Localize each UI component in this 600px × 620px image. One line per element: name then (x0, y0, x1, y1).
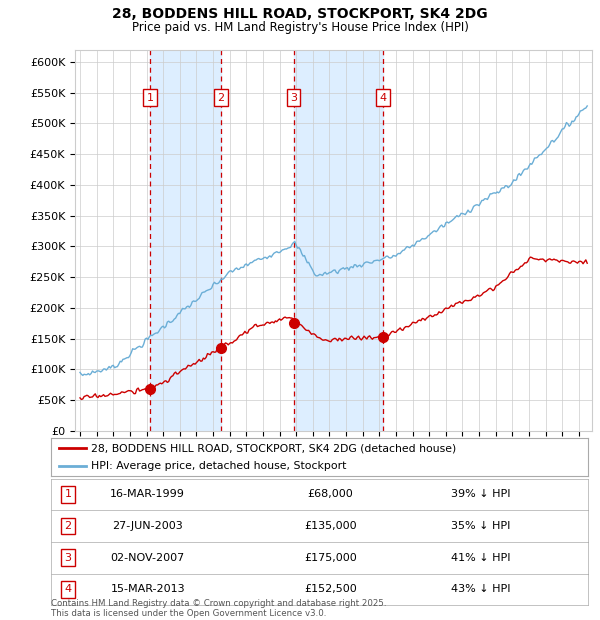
Text: Price paid vs. HM Land Registry's House Price Index (HPI): Price paid vs. HM Land Registry's House … (131, 21, 469, 34)
Text: 41% ↓ HPI: 41% ↓ HPI (451, 552, 511, 563)
Text: 2: 2 (218, 92, 225, 102)
Text: Contains HM Land Registry data © Crown copyright and database right 2025.
This d: Contains HM Land Registry data © Crown c… (51, 599, 386, 618)
Text: 3: 3 (65, 552, 71, 563)
Text: 4: 4 (379, 92, 386, 102)
Text: 28, BODDENS HILL ROAD, STOCKPORT, SK4 2DG: 28, BODDENS HILL ROAD, STOCKPORT, SK4 2D… (112, 7, 488, 22)
Text: 02-NOV-2007: 02-NOV-2007 (110, 552, 185, 563)
Bar (150, 50, 221, 431)
Bar (293, 50, 383, 431)
Text: £68,000: £68,000 (307, 489, 353, 500)
Text: 1: 1 (146, 92, 154, 102)
Text: 35% ↓ HPI: 35% ↓ HPI (451, 521, 510, 531)
Text: HPI: Average price, detached house, Stockport: HPI: Average price, detached house, Stoc… (91, 461, 347, 471)
Text: 15-MAR-2013: 15-MAR-2013 (110, 584, 185, 595)
Text: 1: 1 (65, 489, 71, 500)
Text: 3: 3 (290, 92, 297, 102)
Text: 4: 4 (65, 584, 72, 595)
Text: 2: 2 (65, 521, 72, 531)
Text: £152,500: £152,500 (304, 584, 356, 595)
Text: 28, BODDENS HILL ROAD, STOCKPORT, SK4 2DG (detached house): 28, BODDENS HILL ROAD, STOCKPORT, SK4 2D… (91, 443, 457, 453)
Text: 43% ↓ HPI: 43% ↓ HPI (451, 584, 511, 595)
Text: 39% ↓ HPI: 39% ↓ HPI (451, 489, 511, 500)
Text: 16-MAR-1999: 16-MAR-1999 (110, 489, 185, 500)
Text: £175,000: £175,000 (304, 552, 356, 563)
Text: £135,000: £135,000 (304, 521, 356, 531)
Text: 27-JUN-2003: 27-JUN-2003 (112, 521, 183, 531)
